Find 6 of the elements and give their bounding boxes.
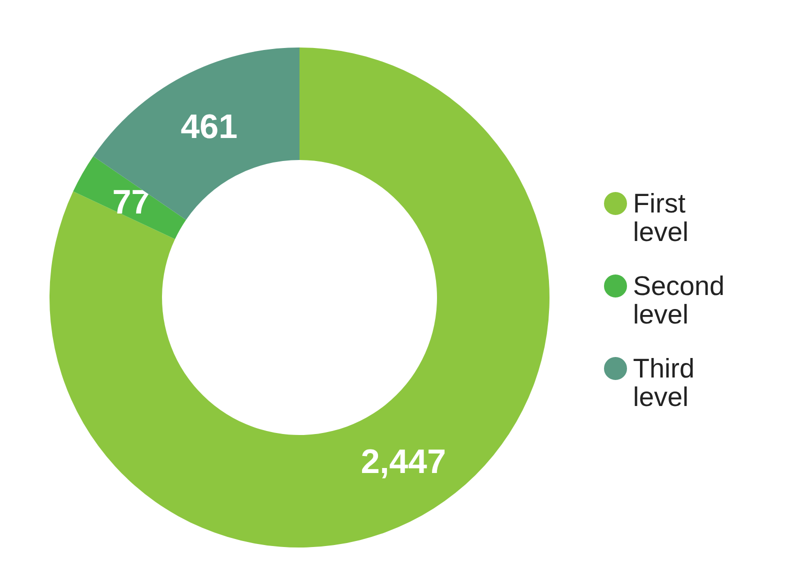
legend-label: Second level: [633, 271, 725, 330]
data-label: 461: [180, 108, 238, 146]
legend-label: Third level: [633, 354, 695, 412]
legend-label: First level: [633, 188, 689, 247]
data-label: 2,447: [360, 443, 446, 482]
data-label: 77: [112, 183, 150, 222]
